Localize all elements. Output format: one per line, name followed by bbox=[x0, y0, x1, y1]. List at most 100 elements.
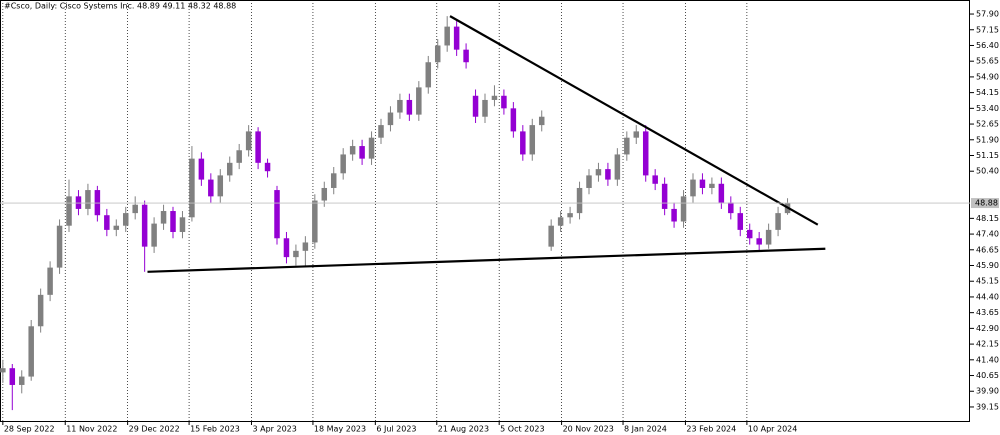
candle-body bbox=[321, 187, 328, 201]
y-tick-label: 57.90 bbox=[976, 10, 999, 19]
x-tick-label: 3 Apr 2023 bbox=[252, 425, 296, 434]
candle-body bbox=[709, 183, 715, 188]
x-tick-label: 15 Feb 2023 bbox=[190, 425, 240, 434]
y-tick-label: 47.40 bbox=[976, 230, 999, 239]
candle-body bbox=[340, 154, 346, 174]
candle-body bbox=[359, 146, 365, 159]
x-tick-label: 29 Dec 2022 bbox=[129, 425, 180, 434]
y-tick-label: 41.40 bbox=[976, 355, 999, 364]
plot-frame bbox=[0, 0, 970, 422]
candle-body bbox=[18, 376, 25, 385]
y-tick-label: 48.15 bbox=[976, 214, 999, 223]
candle-body bbox=[368, 137, 375, 159]
candle-body bbox=[425, 62, 432, 88]
candle-body bbox=[406, 99, 413, 115]
candle-body bbox=[245, 131, 252, 151]
y-tick-label: 42.90 bbox=[976, 324, 999, 333]
candle-body bbox=[75, 196, 82, 209]
candle-body bbox=[765, 229, 772, 245]
y-tick-label: 45.90 bbox=[976, 261, 999, 270]
candle-body bbox=[746, 229, 753, 239]
candle-body bbox=[775, 213, 781, 230]
candle-body bbox=[614, 154, 621, 180]
x-tick-label: 10 Apr 2024 bbox=[748, 425, 797, 434]
candle-body bbox=[198, 158, 205, 180]
candle-body bbox=[595, 169, 602, 176]
candle-body bbox=[312, 200, 318, 243]
candle-body bbox=[330, 173, 337, 188]
y-tick-label: 55.65 bbox=[976, 57, 999, 66]
candle-body bbox=[529, 125, 536, 155]
y-tick-label: 52.65 bbox=[976, 120, 999, 129]
candle-body bbox=[132, 204, 138, 214]
candle-body bbox=[690, 179, 696, 197]
candle-body bbox=[557, 217, 564, 226]
candle-body bbox=[283, 238, 290, 258]
y-tick-label: 50.40 bbox=[976, 167, 999, 176]
candle-body bbox=[463, 49, 469, 63]
candle-body bbox=[737, 213, 744, 230]
candle-body bbox=[501, 95, 507, 109]
candle-body bbox=[472, 95, 479, 117]
candle-body bbox=[538, 116, 545, 126]
candle-body bbox=[170, 211, 176, 232]
candle-body bbox=[151, 223, 157, 247]
candle-body bbox=[208, 179, 214, 197]
candle-body bbox=[453, 26, 460, 50]
y-tick-label: 39.90 bbox=[976, 387, 999, 396]
y-tick-label: 44.40 bbox=[976, 292, 999, 301]
candle-body bbox=[680, 196, 687, 222]
candle-body bbox=[302, 242, 309, 251]
candle-body bbox=[520, 131, 526, 155]
x-tick-label: 28 Sep 2022 bbox=[4, 425, 55, 434]
candle-body bbox=[66, 196, 72, 226]
trendline bbox=[449, 15, 819, 226]
candle-body bbox=[652, 175, 658, 184]
candle-body bbox=[548, 225, 554, 247]
x-tick-label: 5 Oct 2023 bbox=[500, 425, 544, 434]
candle-body bbox=[661, 183, 668, 209]
candle-body bbox=[94, 190, 101, 216]
candle-body bbox=[47, 267, 53, 295]
y-tick-label: 57.15 bbox=[976, 25, 999, 34]
candle-body bbox=[217, 175, 224, 197]
candle-body bbox=[671, 208, 677, 222]
candle-body bbox=[416, 87, 422, 115]
candle-body bbox=[378, 125, 384, 138]
x-tick-label: 6 Jul 2023 bbox=[376, 425, 416, 434]
candle-body bbox=[444, 26, 450, 46]
x-tick-label: 18 May 2023 bbox=[314, 425, 366, 434]
y-tick-label: 43.65 bbox=[976, 308, 999, 317]
candle-body bbox=[482, 99, 488, 117]
y-tick-label: 54.15 bbox=[976, 88, 999, 97]
candle-body bbox=[0, 368, 6, 373]
candle-body bbox=[567, 213, 573, 218]
y-tick-label: 51.15 bbox=[976, 151, 999, 160]
x-tick-label: 8 Jan 2024 bbox=[624, 425, 667, 434]
chart-title: #Csco, Daily: Cisco Systems Inc. 48.89 4… bbox=[4, 2, 236, 11]
candle-body bbox=[179, 217, 186, 232]
candle-body bbox=[226, 162, 233, 176]
candle-body bbox=[605, 169, 611, 180]
candle-body bbox=[264, 162, 271, 172]
x-tick-label: 23 Feb 2024 bbox=[686, 425, 736, 434]
candle-body bbox=[293, 250, 299, 258]
candle-body bbox=[122, 213, 129, 226]
x-tick-label: 21 Aug 2023 bbox=[438, 425, 489, 434]
candle-body bbox=[434, 45, 441, 63]
candle-body bbox=[37, 294, 44, 327]
y-tick-label: 42.15 bbox=[976, 340, 999, 349]
y-tick-label: 39.15 bbox=[976, 402, 999, 411]
candle-body bbox=[349, 146, 356, 155]
candle-body bbox=[189, 158, 195, 218]
candle-body bbox=[85, 190, 91, 209]
candle-body bbox=[274, 190, 280, 239]
candle-body bbox=[510, 108, 517, 132]
candle-body bbox=[624, 137, 630, 155]
candle-body bbox=[28, 326, 34, 377]
candle-body bbox=[728, 202, 734, 214]
candle-body bbox=[255, 131, 261, 163]
candle-body bbox=[104, 215, 110, 230]
candle-body bbox=[113, 225, 120, 230]
